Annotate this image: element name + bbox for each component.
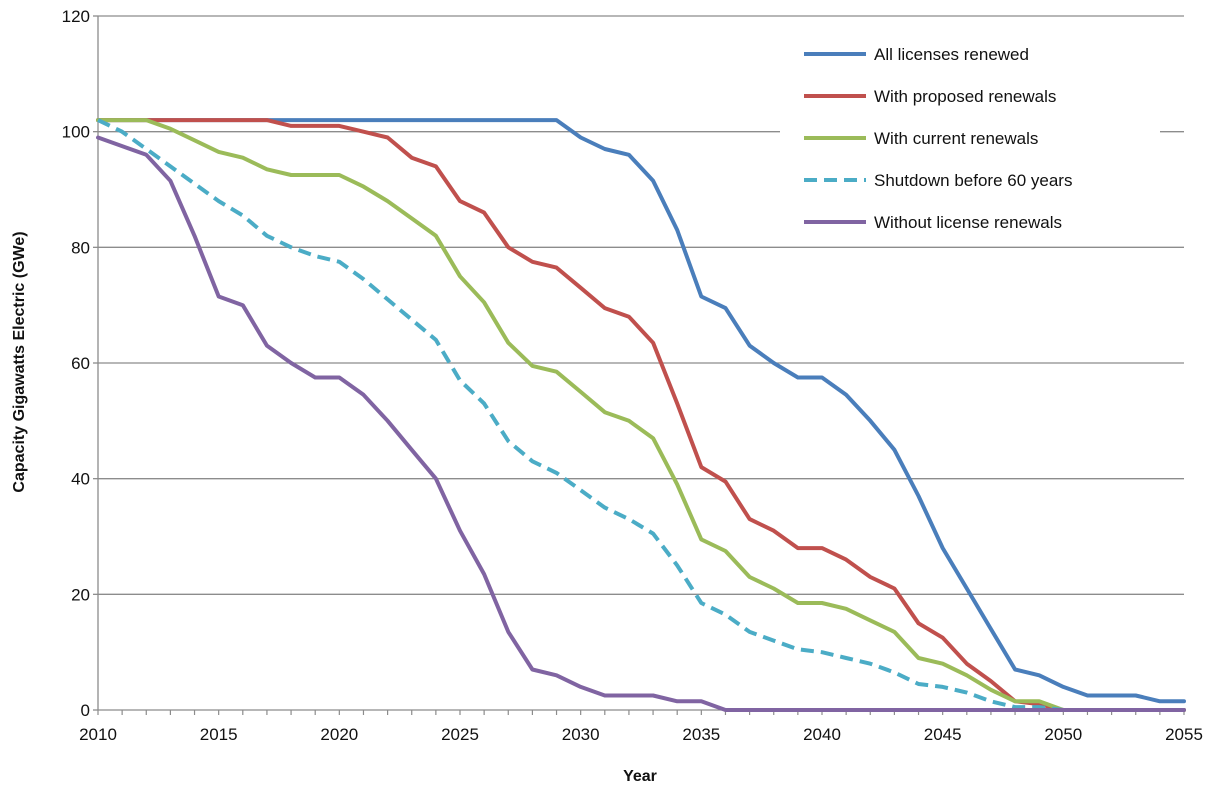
y-tick-label: 120 [62,7,90,26]
y-tick-label: 40 [71,470,90,489]
x-tick-label: 2050 [1044,725,1082,744]
y-tick-label: 100 [62,123,90,142]
y-tick-label: 60 [71,354,90,373]
series-lines [96,118,1186,712]
x-tick-label: 2035 [682,725,720,744]
series-line-4 [96,135,1186,712]
legend-label-0: All licenses renewed [874,45,1029,64]
x-tick-label: 2015 [200,725,238,744]
legend-label-3: Shutdown before 60 years [874,171,1072,190]
legend-label-2: With current renewals [874,129,1038,148]
series-line-2 [96,118,1186,712]
x-axis-title: Year [623,768,657,785]
x-tick-label: 2040 [803,725,841,744]
legend: All licenses renewed With proposed renewa… [780,30,1160,240]
series-line-0 [96,118,1186,704]
legend-label-4: Without license renewals [874,213,1062,232]
y-tick-label: 20 [71,585,90,604]
x-tick-label: 2055 [1165,725,1203,744]
y-tick-label: 0 [81,701,90,720]
x-tick-label: 2010 [79,725,117,744]
legend-box [780,30,1160,240]
legend-label-1: With proposed renewals [874,87,1056,106]
y-axis-title: Capacity Gigawatts Electric (GWe) [11,231,28,492]
x-tick-label: 2025 [441,725,479,744]
y-tick-label: 80 [71,238,90,257]
x-tick-label: 2045 [924,725,962,744]
x-tick-label: 2030 [562,725,600,744]
x-tick-label: 2020 [320,725,358,744]
series-line-1 [96,118,1186,712]
gridlines [98,15,1184,595]
series-line-3 [97,118,1184,712]
